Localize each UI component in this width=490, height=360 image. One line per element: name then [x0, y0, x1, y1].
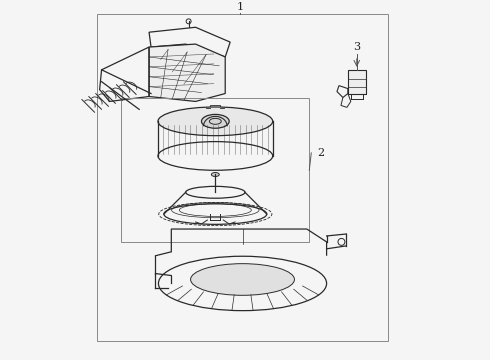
Bar — [122, 99, 309, 242]
Polygon shape — [149, 44, 225, 102]
Text: 1: 1 — [237, 3, 244, 13]
Ellipse shape — [201, 114, 229, 128]
Bar — [210, 105, 221, 111]
Ellipse shape — [191, 264, 294, 295]
Bar — [97, 14, 389, 341]
Ellipse shape — [211, 172, 220, 176]
Text: 2: 2 — [317, 148, 324, 158]
Text: 3: 3 — [353, 42, 360, 52]
Bar — [348, 70, 366, 94]
Ellipse shape — [158, 107, 273, 136]
